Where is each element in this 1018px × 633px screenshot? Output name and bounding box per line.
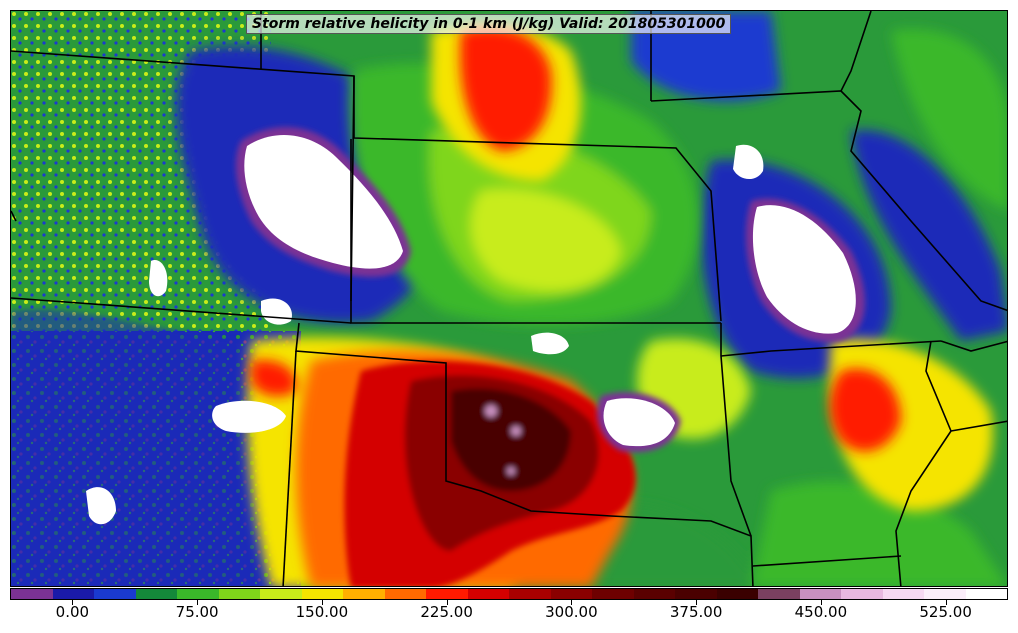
colorbar-tick-label: 450.00 xyxy=(794,603,848,621)
colorbar-swatch xyxy=(716,589,758,599)
colorbar-tick xyxy=(446,600,448,605)
colorbar-tick xyxy=(820,600,822,605)
colorbar-swatch xyxy=(509,589,551,599)
colorbar-tick-label: 75.00 xyxy=(175,603,219,621)
colorbar-tick-label: 375.00 xyxy=(669,603,723,621)
colorbar-tick xyxy=(72,600,74,605)
colorbar-swatch xyxy=(260,589,302,599)
colorbar-tick xyxy=(945,600,947,605)
colorbar-swatch xyxy=(11,589,53,599)
colorbar-swatch xyxy=(426,589,468,599)
colorbar-swatch xyxy=(841,589,883,599)
colorbar-swatch xyxy=(550,589,592,599)
state-boundaries xyxy=(11,11,1007,586)
colorbar-swatch xyxy=(135,589,177,599)
colorbar-swatch xyxy=(675,589,717,599)
colorbar-swatch xyxy=(52,589,94,599)
colorbar-tick-label: 150.00 xyxy=(295,603,349,621)
colorbar-tick xyxy=(696,600,698,605)
colorbar-swatch xyxy=(758,589,800,599)
colorbar-swatch xyxy=(924,589,966,599)
colorbar-tick-label: 0.00 xyxy=(55,603,90,621)
colorbar-tick-label: 300.00 xyxy=(545,603,598,621)
colorbar-ticks: 0.00 75.00 150.00 225.00 300.00 375.00 450.00 5… xyxy=(10,600,1008,630)
colorbar-swatch xyxy=(633,589,675,599)
colorbar-tick xyxy=(571,600,573,605)
map-title: Storm relative helicity in 0-1 km (J/kg)… xyxy=(246,14,732,34)
colorbar-swatch xyxy=(94,589,136,599)
colorbar-swatch xyxy=(218,589,260,599)
colorbar-swatch xyxy=(592,589,634,599)
colorbar xyxy=(10,588,1008,600)
map-panel xyxy=(10,10,1008,587)
colorbar-swatch xyxy=(384,589,426,599)
colorbar-swatch xyxy=(301,589,343,599)
colorbar-swatch xyxy=(177,589,219,599)
colorbar-tick-label: 525.00 xyxy=(919,603,972,621)
colorbar-swatch xyxy=(965,589,1007,599)
field-core-high-helicity xyxy=(344,361,636,586)
helicity-map xyxy=(11,11,1007,586)
colorbar-swatch xyxy=(799,589,841,599)
colorbar-swatch xyxy=(343,589,385,599)
colorbar-tick xyxy=(321,600,323,605)
colorbar-tick-label: 225.00 xyxy=(420,603,473,621)
field-white-zones xyxy=(86,127,865,525)
colorbar-swatch xyxy=(467,589,509,599)
field-green-zones xyxy=(349,29,1007,586)
colorbar-tick xyxy=(197,600,199,605)
colorbar-swatch xyxy=(882,589,924,599)
